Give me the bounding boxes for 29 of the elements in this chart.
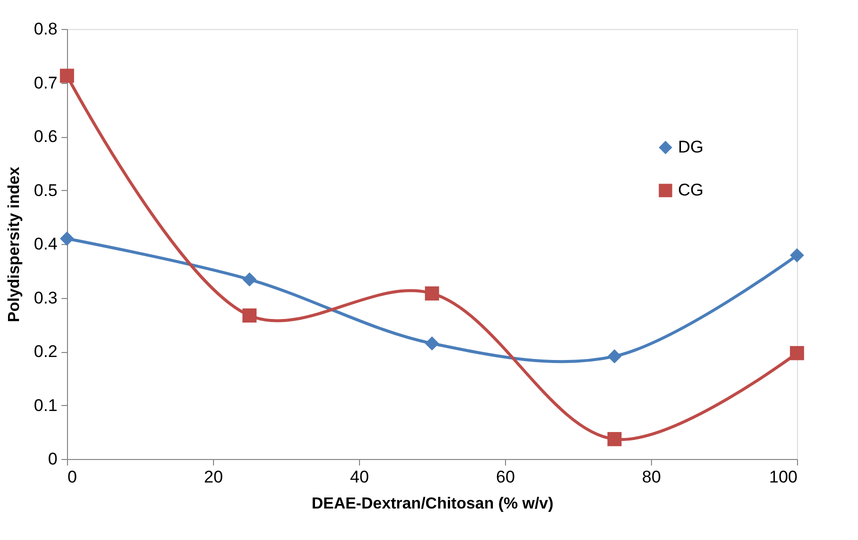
x-tick-label: 100 [769,468,798,486]
y-tick-label: 0.7 [34,73,58,92]
point [424,286,440,301]
x-tick-label: 60 [496,468,515,486]
y-tick-label: 0.5 [34,180,58,200]
y-tick-label: 0.2 [34,342,58,361]
y-tick-label: 0.6 [34,127,58,146]
point [60,68,74,83]
x-axis-title: DEAE-Dextran/Chitosan (% w/v) [312,496,554,512]
y-tick-label: 0 [48,450,58,468]
point [607,349,622,364]
point [607,432,622,446]
x-tick-label: 80 [642,468,661,486]
y-tick-label: 0.1 [34,396,58,415]
y-axis-title: Polydispersity index [6,166,23,322]
x-tick-label: 0 [68,468,77,486]
y-tick-label: 0.8 [34,20,58,38]
legend-label: CG [678,180,704,200]
point [242,272,257,287]
legend-label: DG [678,138,704,156]
point [790,346,804,360]
y-tick-label: 0.4 [34,234,58,254]
point [424,336,440,351]
point [242,308,257,323]
point [790,248,804,262]
x-tick-label: 20 [204,468,223,486]
x-tick-label: 40 [350,468,369,486]
y-tick-label: 0.3 [34,288,58,308]
point [60,232,74,246]
